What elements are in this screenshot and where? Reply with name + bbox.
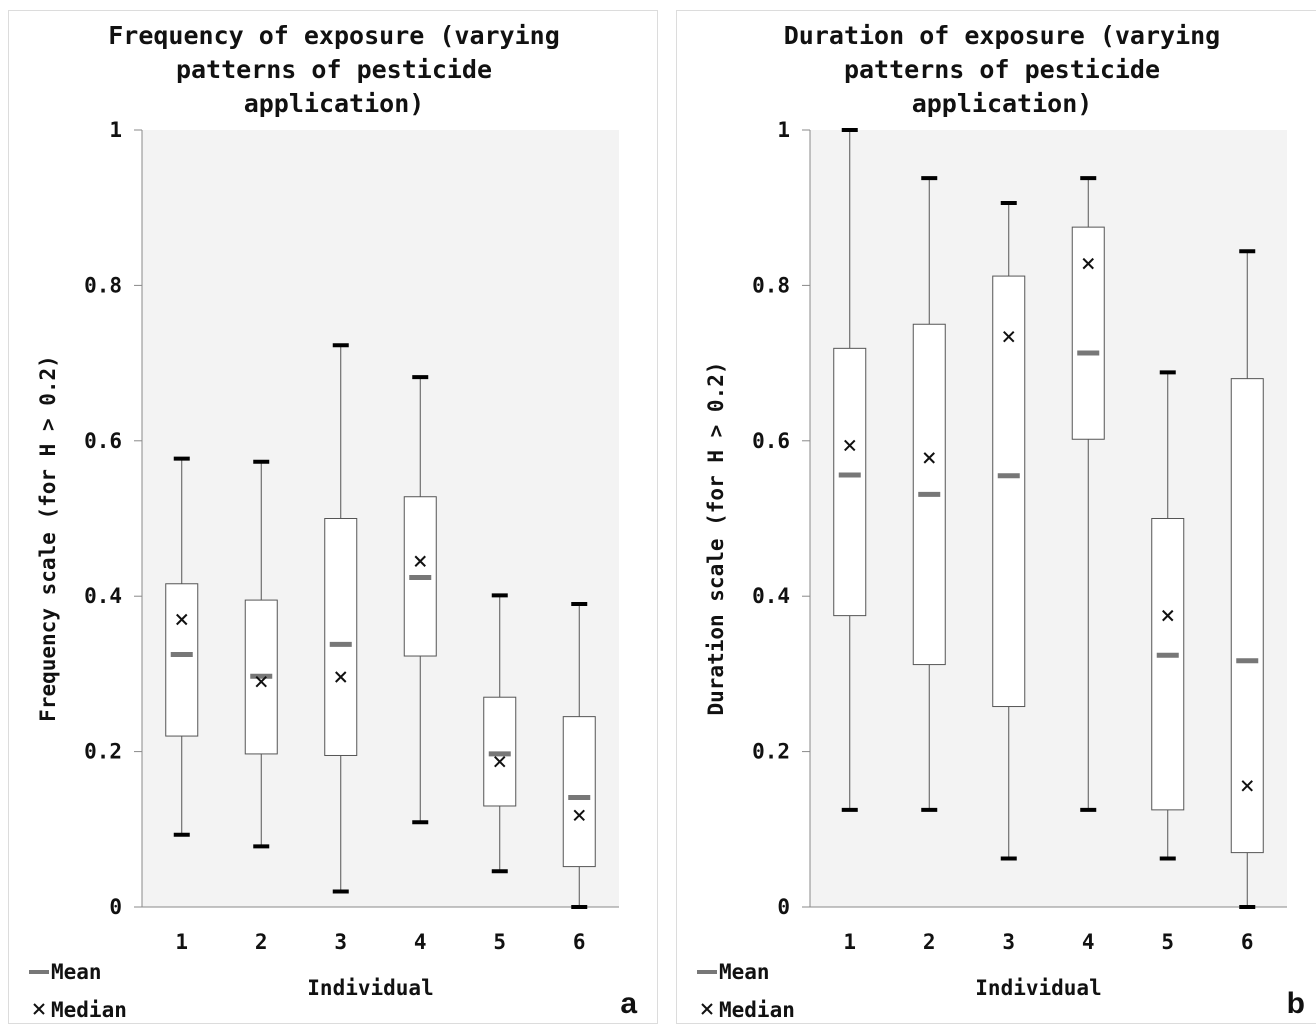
median-marker (844, 439, 856, 452)
median-marker (176, 613, 188, 626)
x-tick-label: 3 (334, 930, 347, 954)
legend-mean-label: Mean (719, 960, 770, 984)
panel-letter: a (620, 987, 637, 1020)
legend-median-swatch (701, 1003, 713, 1015)
chart-title-line: patterns of pesticide (844, 55, 1160, 84)
y-tick-label: 0.2 (752, 740, 790, 764)
y-tick-label: 0.8 (752, 273, 790, 297)
box-iqr (1071, 226, 1105, 440)
y-axis-label: Duration scale (for H > 0.2) (704, 361, 728, 715)
box-iqr (833, 347, 867, 617)
median-marker (1082, 257, 1094, 270)
y-tick-label: 1 (109, 118, 122, 142)
chart-title-line: Frequency of exposure (varying (108, 21, 560, 50)
median-marker (335, 671, 347, 683)
median-marker (923, 452, 935, 464)
box-iqr (165, 583, 199, 737)
legend-median-swatch (33, 1003, 45, 1015)
x-tick-label: 4 (1082, 930, 1095, 954)
chart-title-line: Duration of exposure (varying (784, 21, 1221, 50)
legend-median-label: Median (51, 998, 127, 1022)
box-iqr (1230, 378, 1264, 854)
median-marker (1003, 330, 1015, 343)
x-tick-label: 1 (843, 930, 856, 954)
x-tick-label: 3 (1002, 930, 1015, 954)
box-iqr (324, 518, 358, 756)
x-tick-label: 4 (414, 930, 427, 954)
chart-title-line: patterns of pesticide (176, 55, 492, 84)
median-marker (573, 809, 585, 822)
plot-area (810, 130, 1287, 907)
chart-title-line: application) (912, 89, 1093, 118)
x-tick-label: 6 (1241, 930, 1254, 954)
box-iqr (992, 275, 1026, 708)
duration-boxplot-chart: Duration of exposure (varying patterns of… (697, 21, 1305, 1022)
y-tick-label: 0 (777, 895, 790, 919)
y-tick-label: 1 (777, 118, 790, 142)
y-axis-label: Frequency scale (for H > 0.2) (36, 355, 60, 722)
x-tick-label: 1 (175, 930, 188, 954)
x-tick-label: 5 (1161, 930, 1174, 954)
median-marker (494, 755, 506, 768)
x-tick-label: 5 (493, 930, 506, 954)
y-tick-label: 0.4 (84, 584, 122, 608)
y-tick-label: 0.8 (84, 273, 122, 297)
x-axis-label: Individual (307, 976, 433, 1000)
median-marker (255, 675, 267, 688)
x-axis-label: Individual (975, 976, 1101, 1000)
panel-letter: b (1287, 987, 1305, 1020)
plot-area (142, 130, 619, 907)
frequency-boxplot-chart: Frequency of exposure (varying patterns o… (29, 21, 637, 1022)
median-marker (1241, 780, 1253, 792)
legend-median-label: Median (719, 998, 795, 1022)
y-tick-label: 0.2 (84, 740, 122, 764)
legend-mean-label: Mean (51, 960, 102, 984)
y-tick-label: 0 (109, 895, 122, 919)
y-tick-label: 0.4 (752, 584, 790, 608)
median-marker (414, 555, 426, 567)
x-tick-label: 6 (573, 930, 586, 954)
chart-panel-duration: Duration of exposure (varying patterns of… (676, 10, 1316, 1024)
chart-title-line: application) (244, 89, 425, 118)
x-tick-label: 2 (923, 930, 936, 954)
y-tick-label: 0.6 (84, 429, 122, 453)
box-iqr (562, 716, 596, 868)
x-tick-label: 2 (255, 930, 268, 954)
box-iqr (1151, 518, 1185, 811)
y-tick-label: 0.6 (752, 429, 790, 453)
median-marker (1162, 609, 1174, 622)
chart-panel-frequency: Frequency of exposure (varying patterns o… (8, 10, 658, 1024)
